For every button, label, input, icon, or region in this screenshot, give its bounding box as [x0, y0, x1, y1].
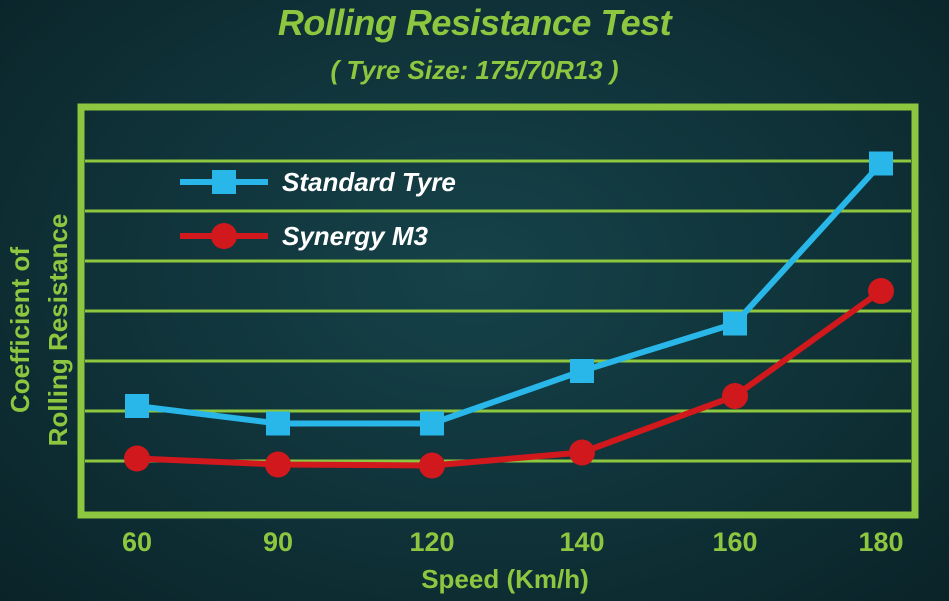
y-axis-label-line2: Rolling Resistance [43, 214, 73, 447]
legend-item: Standard Tyre [180, 167, 456, 197]
x-tick-label: 180 [858, 527, 903, 557]
x-tick-label: 120 [409, 527, 454, 557]
x-tick-label: 60 [122, 527, 152, 557]
data-point-square [266, 411, 290, 436]
series-line [136, 161, 884, 427]
legend-item: Synergy M3 [180, 221, 428, 251]
chart-title: Rolling Resistance Test [277, 2, 672, 43]
series-standard-tyre [125, 151, 893, 436]
x-tick-labels: 60 90 120 140 160 180 [122, 527, 904, 557]
legend-label: Standard Tyre [282, 167, 456, 197]
data-point-square [723, 311, 747, 336]
series-synergy-m3 [124, 278, 894, 479]
x-tick-label: 90 [263, 527, 293, 557]
data-point-square [869, 151, 893, 176]
chart-subtitle: ( Tyre Size: 175/70R13 ) [330, 55, 619, 85]
series-line [136, 288, 883, 469]
series-layer [124, 151, 894, 479]
plot-frame [77, 103, 919, 519]
data-point-circle [265, 451, 291, 478]
x-tick-label: 160 [712, 527, 757, 557]
legend-label: Synergy M3 [282, 221, 428, 251]
data-point-circle [722, 383, 748, 409]
legend: Standard Tyre Synergy M3 [180, 167, 456, 251]
x-axis-label: Speed (Km/h) [421, 564, 589, 594]
data-point-circle [419, 452, 445, 479]
data-point-circle [868, 278, 894, 304]
data-point-square [420, 411, 444, 436]
y-axis-label: Coefficient of Rolling Resistance [5, 214, 73, 447]
data-point-circle [124, 445, 150, 472]
legend-marker-square [212, 170, 236, 194]
legend-marker-circle [211, 223, 237, 249]
x-tick-label: 140 [559, 527, 604, 557]
y-axis-label-line1: Coefficient of [5, 247, 35, 413]
data-point-square [125, 394, 149, 418]
data-point-circle [569, 439, 595, 466]
data-point-square [570, 359, 594, 383]
